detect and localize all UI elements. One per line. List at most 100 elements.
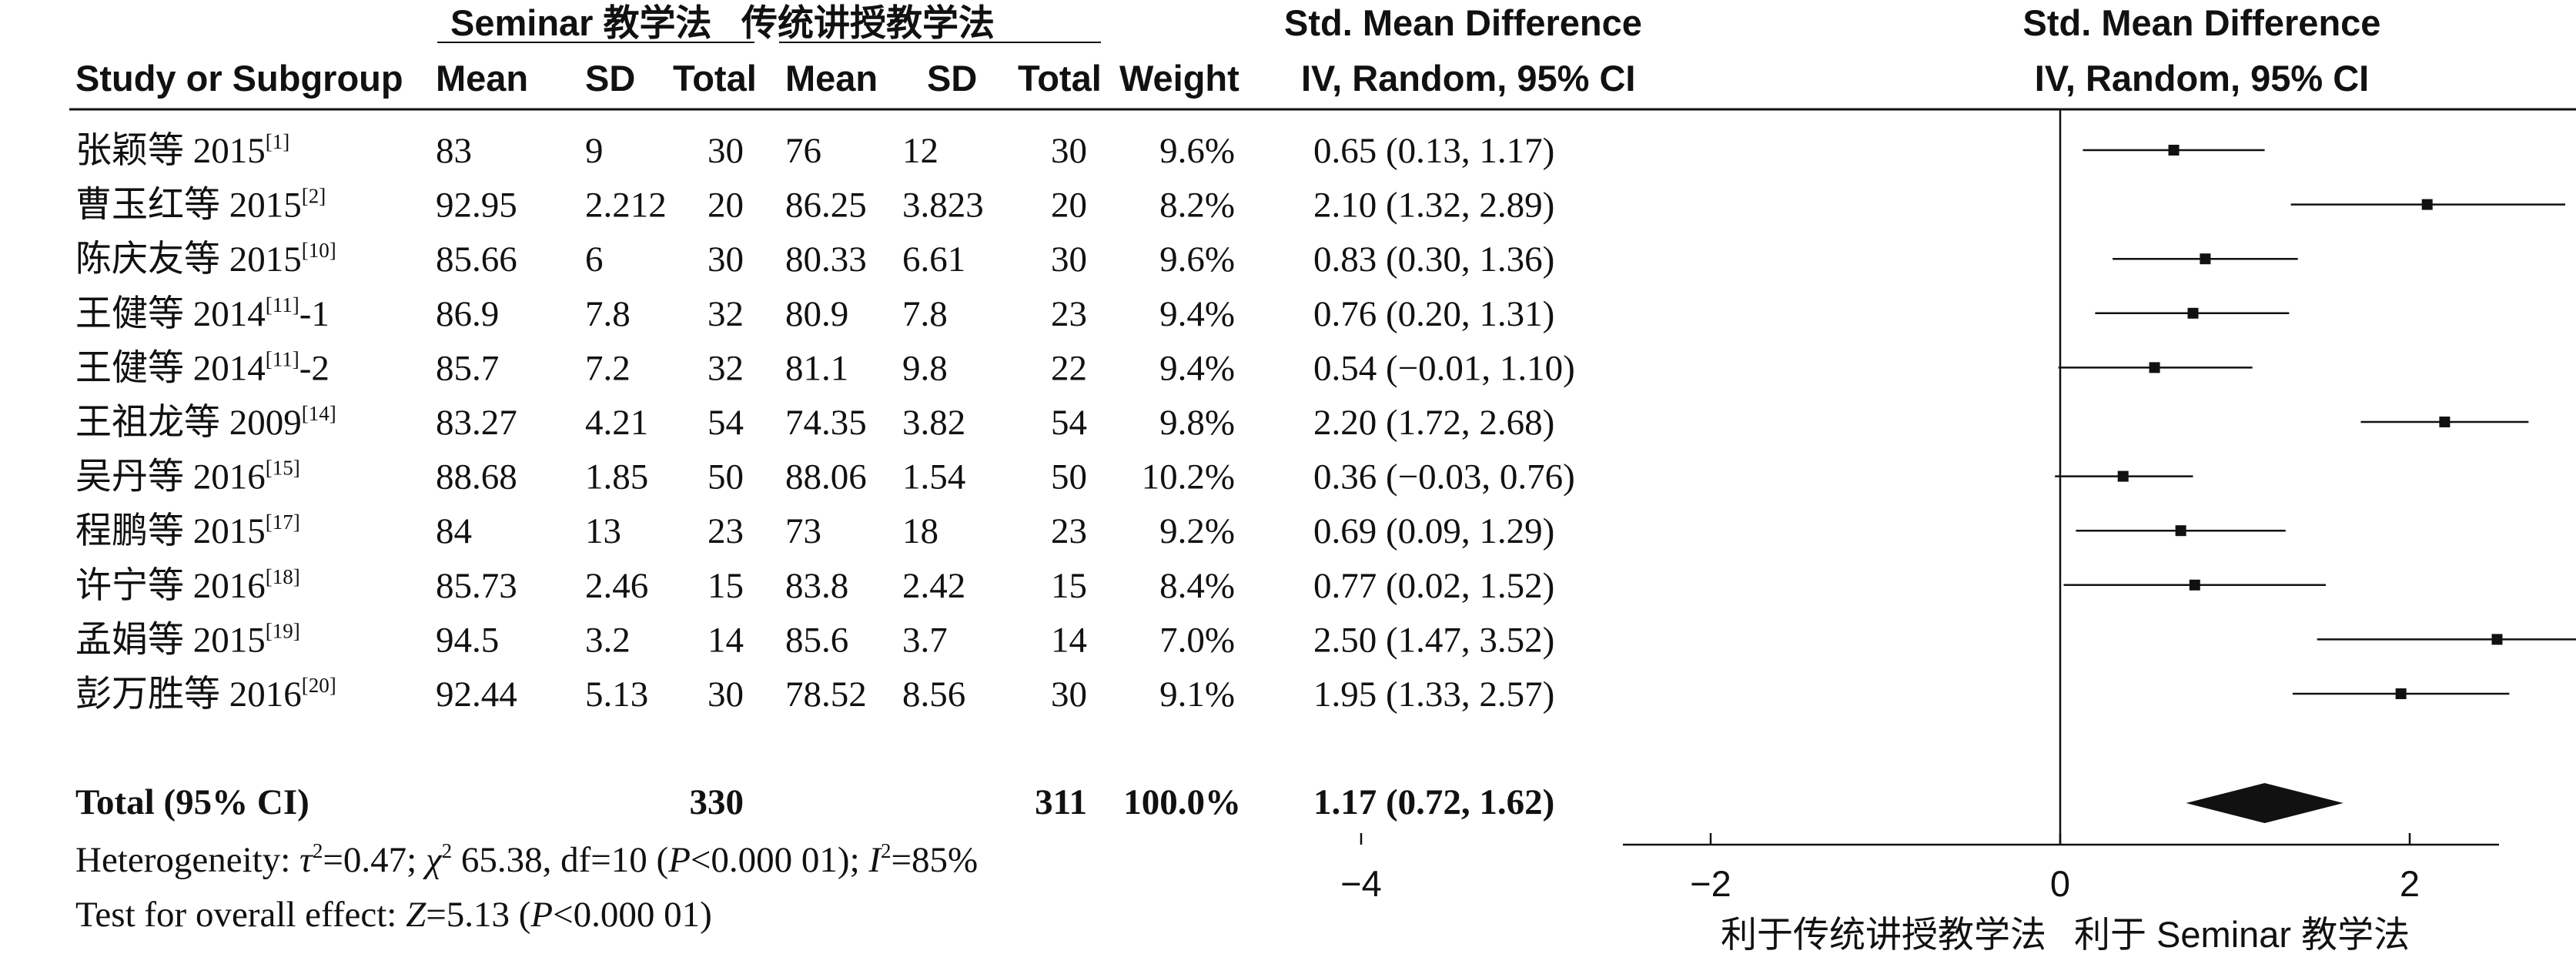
cell-weight: 9.6%: [1159, 239, 1235, 279]
cell-sd2: 12: [902, 131, 938, 171]
cell-mean1: 85.7: [436, 348, 499, 388]
cell-n2: 14: [1051, 620, 1087, 660]
header-group1: Seminar 教学法: [450, 2, 712, 43]
cell-n2: 22: [1051, 348, 1087, 388]
study-name: 王祖龙等 2009[14]: [75, 402, 336, 443]
cell-mean1: 85.66: [436, 239, 517, 279]
study-name: 张颖等 2015[1]: [75, 130, 289, 171]
study-name: 吴丹等 2016[15]: [75, 457, 300, 497]
cell-n2: 30: [1051, 674, 1087, 715]
cell-sd1: 1.85: [585, 457, 648, 497]
cell-ci: 0.69 (0.09, 1.29): [1313, 511, 1554, 551]
cell-mean2: 85.6: [785, 620, 848, 660]
header-effect-table-2: IV, Random, 95% CI: [1301, 58, 1635, 99]
cell-sd1: 2.212: [585, 186, 667, 226]
tick-label: 0: [2050, 863, 2070, 904]
study-name: 曹玉红等 2015[2]: [75, 185, 326, 226]
cell-mean1: 94.5: [436, 620, 499, 660]
table-row: 吴丹等 2016[15] 88.68 1.85 50 88.06 1.54 50 10.2% 0…: [75, 457, 1575, 497]
cell-sd2: 2.42: [902, 566, 965, 606]
cell-mean1: 83: [436, 131, 472, 171]
cell-mean2: 80.9: [785, 294, 848, 334]
cell-weight: 9.6%: [1159, 131, 1235, 171]
cell-ci: 2.50 (1.47, 3.52): [1313, 620, 1554, 660]
table-row: 彭万胜等 2016[20] 92.44 5.13 30 78.52 8.56 30 9.1% 1…: [75, 674, 1554, 715]
table-row: 孟娟等 2015[19] 94.5 3.2 14 85.6 3.7 14 7.0% 2.50 (…: [75, 619, 1554, 660]
study-name: 彭万胜等 2016[20]: [75, 674, 336, 715]
header-mean2: Mean: [785, 58, 878, 99]
header-sd2: SD: [927, 58, 977, 99]
total-ci: 1.17 (0.72, 1.62): [1313, 782, 1554, 822]
cell-ci: 2.10 (1.32, 2.89): [1313, 186, 1554, 226]
overall-effect-text: Test for overall effect: Z=5.13 (P<0.000…: [75, 895, 712, 935]
cell-mean2: 80.33: [785, 239, 867, 279]
total-n2: 311: [1035, 782, 1087, 822]
cell-n1: 20: [708, 186, 744, 226]
header-study: Study or Subgroup: [75, 58, 403, 99]
cell-sd1: 7.2: [585, 348, 631, 388]
point-estimate: [2421, 199, 2433, 210]
header-effect-table-1: Std. Mean Difference: [1284, 2, 1642, 43]
cell-n1: 54: [708, 403, 744, 443]
cell-n2: 23: [1051, 294, 1087, 334]
cell-sd2: 9.8: [902, 348, 948, 388]
table-row: 陈庆友等 2015[10] 85.66 6 30 80.33 6.61 30 9.6% 0.83…: [75, 239, 1554, 279]
cell-n1: 30: [708, 674, 744, 715]
cell-n1: 14: [708, 620, 744, 660]
heterogeneity-text: Heterogeneity: τ2=0.47; χ2 65.38, df=10 …: [75, 839, 978, 880]
cell-mean1: 85.73: [436, 566, 517, 606]
total-n1: 330: [690, 782, 744, 822]
header-total2: Total: [1018, 58, 1102, 99]
cell-weight: 7.0%: [1159, 620, 1235, 660]
cell-n2: 20: [1051, 186, 1087, 226]
cell-mean1: 88.68: [436, 457, 517, 497]
cell-weight: 9.1%: [1159, 674, 1235, 715]
header-group2: 传统讲授教学法: [741, 2, 995, 43]
cell-sd1: 5.13: [585, 674, 648, 715]
cell-mean2: 81.1: [785, 348, 848, 388]
cell-mean2: 76: [785, 131, 821, 171]
pooled-diamond: [2186, 783, 2343, 823]
table-row: 曹玉红等 2015[2] 92.95 2.212 20 86.25 3.823 20 8.2%…: [75, 185, 1554, 226]
table-row: 张颖等 2015[1] 83 9 30 76 12 30 9.6% 0.65 (0.13, 1.…: [75, 130, 1554, 171]
cell-ci: 0.54 (−0.01, 1.10): [1313, 348, 1575, 388]
header-total1: Total: [673, 58, 757, 99]
cell-mean1: 92.44: [436, 674, 517, 715]
point-estimate: [2149, 362, 2160, 373]
x-axis-ticks: −4−2024: [1340, 833, 2420, 904]
study-name: 许宁等 2016[18]: [75, 565, 300, 606]
cell-sd1: 3.2: [585, 620, 631, 660]
caption-favours-seminar: 利于 Seminar 教学法: [2074, 914, 2410, 955]
cell-weight: 9.8%: [1159, 403, 1235, 443]
cell-mean2: 88.06: [785, 457, 867, 497]
cell-n1: 32: [708, 294, 744, 334]
total-label: Total (95% CI): [75, 782, 309, 822]
cell-sd2: 6.61: [902, 239, 965, 279]
table-row: 王健等 2014[11]-2 85.7 7.2 32 81.1 9.8 22 9.4% 0.54…: [75, 347, 1575, 388]
cell-sd2: 8.56: [902, 674, 965, 715]
tick-label: 2: [2400, 863, 2420, 904]
cell-n1: 30: [708, 131, 744, 171]
cell-ci: 0.76 (0.20, 1.31): [1313, 294, 1554, 334]
tick-label: −2: [1690, 863, 1731, 904]
header-sd1: SD: [585, 58, 635, 99]
cell-weight: 8.2%: [1159, 186, 1235, 226]
cell-mean2: 86.25: [785, 186, 867, 226]
header-mean1: Mean: [436, 58, 528, 99]
cell-mean2: 78.52: [785, 674, 867, 715]
study-name: 王健等 2014[11]-2: [75, 347, 330, 388]
cell-n1: 23: [708, 511, 744, 551]
cell-n1: 50: [708, 457, 744, 497]
cell-n2: 23: [1051, 511, 1087, 551]
cell-sd1: 9: [585, 131, 604, 171]
cell-ci: 0.36 (−0.03, 0.76): [1313, 457, 1575, 497]
point-estimate: [2189, 579, 2200, 591]
cell-weight: 9.2%: [1159, 511, 1235, 551]
total-weight: 100.0%: [1123, 782, 1241, 822]
study-name: 程鹏等 2015[17]: [75, 510, 300, 551]
cell-n2: 54: [1051, 403, 1087, 443]
cell-sd1: 7.8: [585, 294, 631, 334]
cell-ci: 1.95 (1.33, 2.57): [1313, 674, 1554, 715]
cell-ci: 2.20 (1.72, 2.68): [1313, 403, 1554, 443]
